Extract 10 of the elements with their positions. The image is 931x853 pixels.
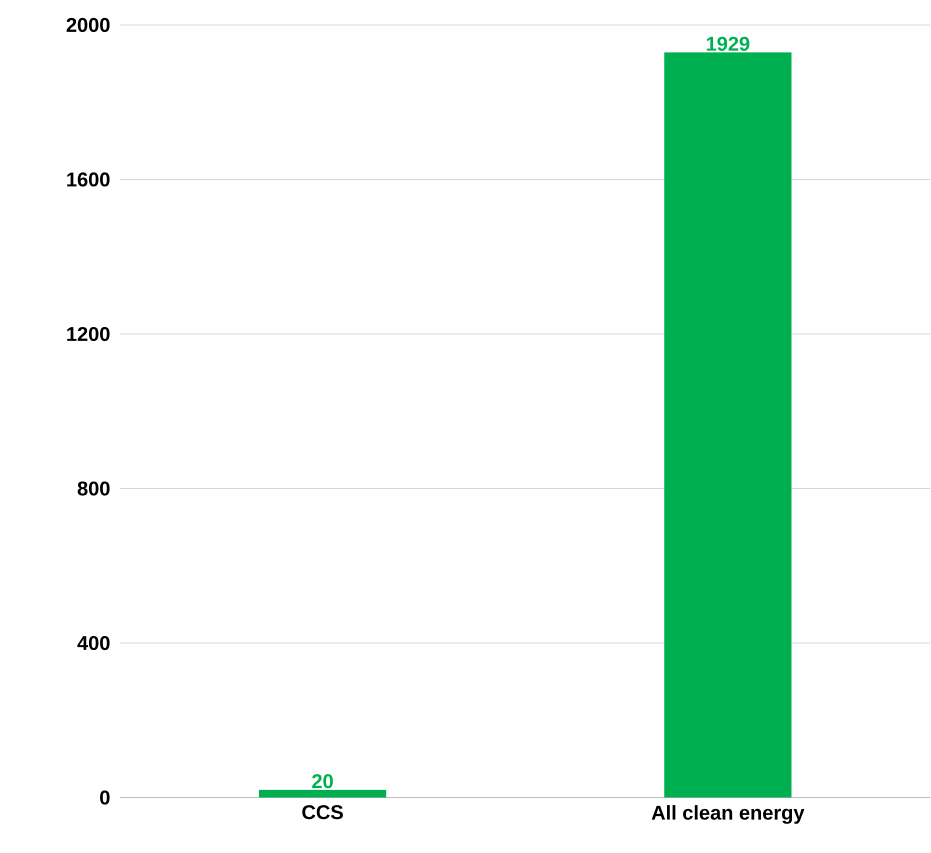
data-label: 20 (312, 774, 333, 789)
y-tick-label: 800 (78, 482, 110, 496)
x-tick-label: CCS (302, 805, 343, 820)
y-tick-label: 1600 (67, 172, 110, 187)
y-tick-label: 0 (100, 790, 110, 805)
data-label: 1929 (706, 36, 750, 52)
y-tick-label: 2000 (66, 18, 110, 32)
y-tick-label: 400 (77, 636, 110, 650)
y-tick-label: 1200 (67, 327, 110, 342)
x-tick-label: All clean energy (652, 805, 804, 824)
